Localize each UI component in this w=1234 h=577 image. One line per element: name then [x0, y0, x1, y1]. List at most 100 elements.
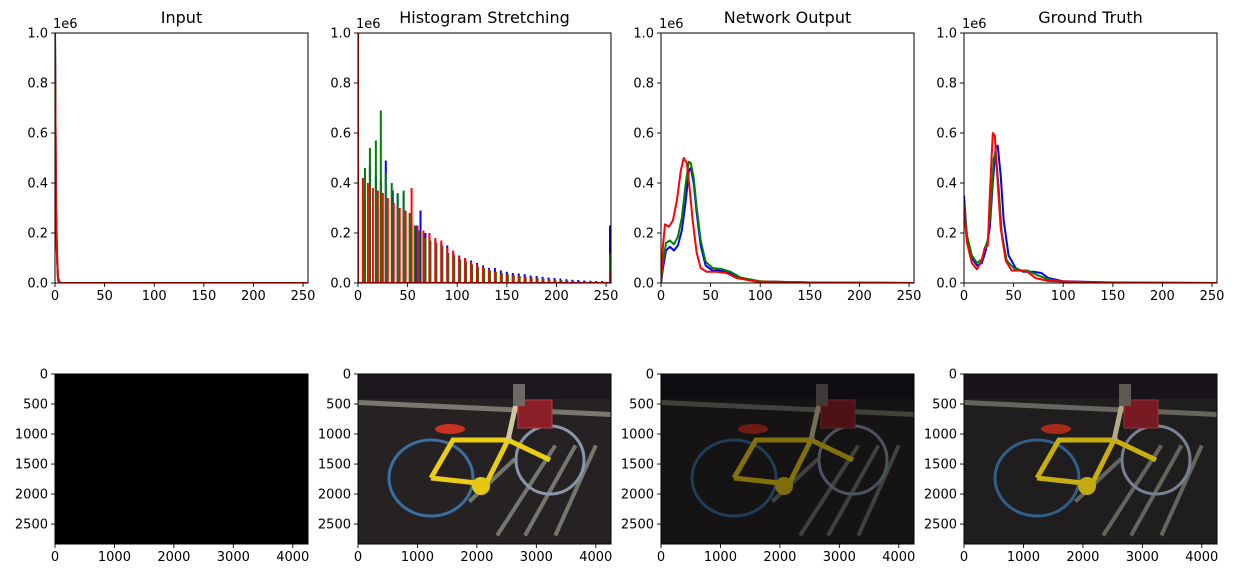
subplot-4-series-green-line: [964, 152, 1217, 283]
subplot-6-frame: [357, 373, 612, 545]
subplot-3-ytick-label: 0.2: [633, 227, 654, 242]
subplot-7-frame: [660, 373, 915, 545]
subplot-1-ytick-label: 0.0: [27, 277, 48, 292]
subplot-1-plot-area: [55, 33, 308, 283]
subplot-5-xtick-label: 3000: [217, 550, 250, 565]
subplot-6-ytick-label: 500: [326, 398, 351, 413]
subplot-6-ytick-label: 1500: [318, 458, 351, 473]
subplot-6-image-post: [513, 384, 525, 406]
subplot-7-xtick-label: 2000: [763, 550, 796, 565]
subplot-4-ytick-label: 0.2: [936, 227, 957, 242]
subplot-6-image-parking-line: [553, 444, 598, 537]
subplot-6-plot-area: [358, 374, 611, 544]
subplot-5-xtick-label: 1000: [98, 550, 131, 565]
subplot-2: 0 50 100 150 200 250 0.0 0.2 0.4 0.6 0.8 1.0 1e6 Hist…: [330, 8, 618, 304]
subplot-8-image-fork: [1112, 437, 1158, 463]
subplot-4-series-red-line: [964, 132, 1217, 283]
subplot-6-ytick-label: 0: [343, 368, 351, 383]
subplot-2-xtick-label: 200: [544, 289, 569, 304]
subplot-7-plot-area: [661, 374, 914, 544]
subplot-6-xtick-label: 0: [354, 550, 362, 565]
subplot-3-title: Network Output: [724, 8, 851, 27]
subplot-3-series-green-line: [661, 160, 914, 283]
subplot-3-xtick-label: 250: [897, 289, 922, 304]
subplot-2-ytick-label: 1.0: [330, 27, 351, 42]
subplot-5-ytick-label: 500: [23, 398, 48, 413]
subplot-8-plot-area: [964, 374, 1217, 544]
subplot-4-plot-area: [964, 132, 1217, 283]
subplot-6-ytick-label: 2000: [318, 488, 351, 503]
subplot-2-ytick-label: 0.6: [330, 127, 351, 142]
subplot-3: 0 50 100 150 200 250 0.0 0.2 0.4 0.6 0.8 1.0 1e6 Netw…: [633, 8, 921, 304]
subplot-2-ytick-label: 0.0: [330, 277, 351, 292]
subplot-1-xtick-label: 150: [191, 289, 216, 304]
subplot-2-title: Histogram Stretching: [399, 8, 570, 27]
subplot-2-ytick-label: 0.4: [330, 177, 351, 192]
subplot-6-image-seat: [435, 424, 465, 434]
subplot-6-image-chainring: [472, 477, 490, 495]
subplot-2-frame: [357, 32, 612, 284]
subplot-8-ytick-label: 1000: [924, 428, 957, 443]
subplot-8-ytick-label: 1500: [924, 458, 957, 473]
subplot-5-ytick-label: 0: [40, 368, 48, 383]
subplot-5-frame: [54, 373, 309, 545]
subplot-5-ytick-label: 2500: [15, 518, 48, 533]
subplot-6-image-stem: [505, 403, 519, 441]
subplot-6-image-foliage: [358, 374, 611, 399]
subplot-8-image-parking-line: [1129, 444, 1184, 537]
subplot-8-xtick-label: 4000: [1185, 550, 1218, 565]
subplot-5-ytick-label: 1000: [15, 428, 48, 443]
subplot-8-image-wheel-rear: [993, 438, 1081, 518]
subplot-3-ytick-label: 0.0: [633, 277, 654, 292]
subplot-3-xtick-label: 200: [847, 289, 872, 304]
subplot-3-offset-label: 1e6: [659, 17, 684, 32]
subplot-2-offset-label: 1e6: [356, 17, 381, 32]
subplot-1-xtick-label: 0: [51, 289, 59, 304]
subplot-7-ytick-label: 1500: [621, 458, 654, 473]
subplot-1-ytick-label: 0.4: [27, 177, 48, 192]
subplot-1-series-red-line: [55, 33, 308, 283]
subplot-5: 0 1000 2000 3000 4000 0 500 1000 1500 2000 2500: [15, 368, 309, 566]
subplot-8-image-post: [1119, 384, 1131, 406]
subplot-3-xtick-label: 50: [702, 289, 719, 304]
subplot-7-xtick-label: 3000: [823, 550, 856, 565]
subplot-4-frame: [963, 32, 1218, 284]
subplot-3-ytick-label: 0.8: [633, 77, 654, 92]
subplot-7: 0 1000 2000 3000 4000 0 500 1000 1500 2000 2500: [621, 368, 915, 566]
subplot-8-image-foliage: [964, 374, 1217, 399]
subplot-8-xtick-label: 2000: [1066, 550, 1099, 565]
subplot-5-xtick-label: 0: [51, 550, 59, 565]
subplot-7-xtick-label: 0: [657, 550, 665, 565]
subplot-8-ytick-label: 2000: [924, 488, 957, 503]
subplot-4-ytick-label: 1.0: [936, 27, 957, 42]
subplot-1-ytick-label: 0.6: [27, 127, 48, 142]
subplot-8-ytick-label: 0: [949, 368, 957, 383]
subplot-6-xtick-label: 1000: [401, 550, 434, 565]
subplot-8-frame: [963, 373, 1218, 545]
subplot-6-image-parking-line: [523, 444, 578, 537]
subplot-7-image-parking-line: [770, 457, 820, 503]
subplot-4-xtick-label: 0: [960, 289, 968, 304]
subplot-4-title: Ground Truth: [1038, 8, 1143, 27]
subplot-3-ytick-label: 0.4: [633, 177, 654, 192]
subplot-2-xtick-label: 250: [594, 289, 619, 304]
subplot-1-ytick-label: 1.0: [27, 27, 48, 42]
subplot-5-xtick-label: 4000: [276, 550, 309, 565]
subplot-2-xtick-label: 50: [399, 289, 416, 304]
subplot-5-ytick-label: 1500: [15, 458, 48, 473]
subplot-7-ytick-label: 0: [646, 368, 654, 383]
subplot-6-image-wheel-rear: [387, 438, 475, 518]
subplot-7-ytick-label: 2000: [621, 488, 654, 503]
subplot-3-series-red-line: [661, 157, 914, 283]
subplot-7-image-seat: [738, 424, 768, 434]
subplot-4-xtick-label: 100: [1051, 289, 1076, 304]
subplot-3-ytick-label: 1.0: [633, 27, 654, 42]
subplot-1-xtick-label: 50: [96, 289, 113, 304]
subplot-5-xtick-label: 2000: [157, 550, 190, 565]
subplot-4-xtick-label: 150: [1100, 289, 1125, 304]
subplot-8-image-stem: [1111, 403, 1125, 441]
subplot-6: 0 1000 2000 3000 4000 0 500 1000 1500 2000 2500: [318, 368, 612, 566]
subplot-7-ytick-label: 1000: [621, 428, 654, 443]
subplot-7-image-parking-line: [856, 444, 901, 537]
